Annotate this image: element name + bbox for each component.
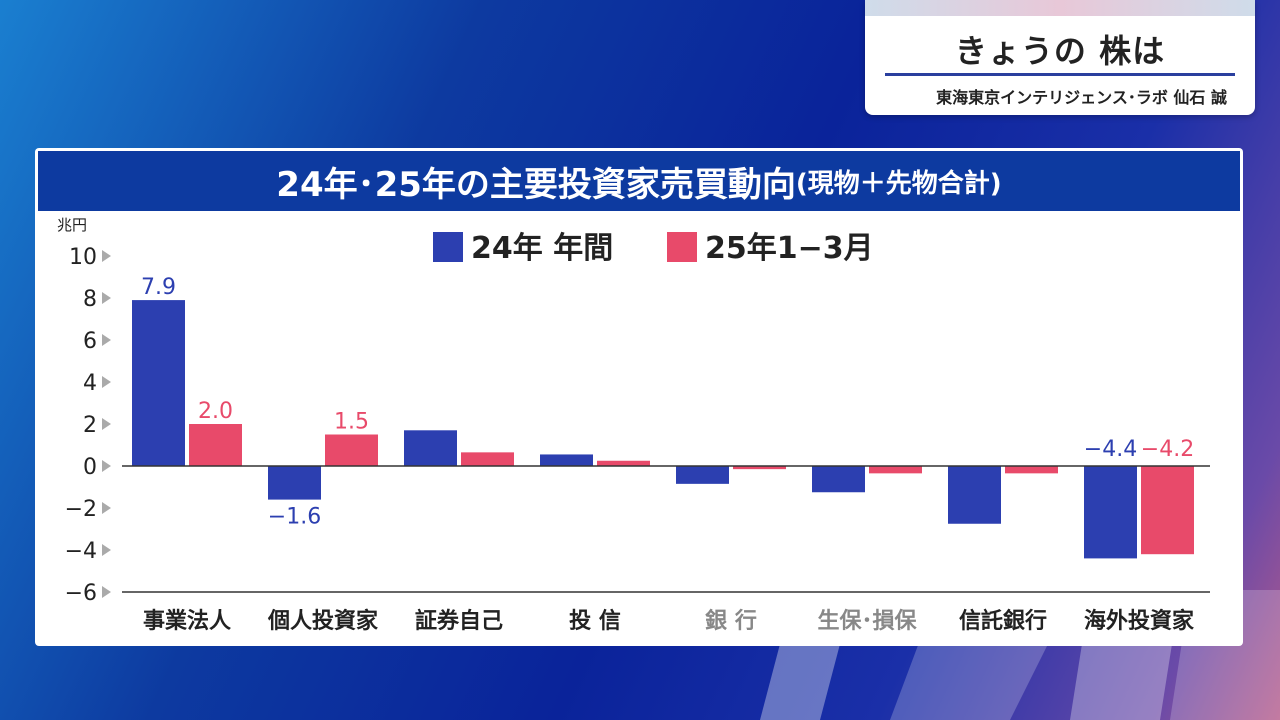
- y-tick-label: −4: [65, 539, 97, 564]
- data-label: 2.0: [198, 399, 233, 424]
- y-tick-marker: [102, 292, 111, 304]
- legend: 24年 年間 25年1−3月: [433, 231, 874, 266]
- data-label: 7.9: [141, 275, 176, 300]
- category-label: 投 信: [569, 608, 621, 634]
- legend-swatch-1: [667, 232, 697, 262]
- legend-label-1: 25年1−3月: [705, 231, 874, 266]
- data-labels: 7.9 2.0 −1.6 1.5 −4.4 −4.2: [141, 275, 1194, 529]
- y-unit-label: 兆円: [57, 216, 87, 234]
- segment-title-card: きょうの 株は 東海東京インテリジェンス･ラボ 仙石 誠: [865, 0, 1255, 115]
- card-rule: [885, 73, 1235, 76]
- category-label: 信託銀行: [959, 608, 1047, 634]
- chart-title: 24年･25年の主要投資家売買動向: [276, 164, 796, 205]
- y-tick-label: −6: [65, 581, 97, 606]
- category-label: 事業法人: [143, 608, 231, 634]
- chart-title-note: (現物＋先物合計): [795, 168, 1002, 199]
- data-label: −4.2: [1141, 437, 1194, 462]
- commentator-credit: 東海東京インテリジェンス･ラボ 仙石 誠: [936, 88, 1227, 107]
- y-tick-marker: [102, 460, 111, 472]
- y-tick-label: −2: [65, 497, 97, 522]
- y-tick-marker: [102, 502, 111, 514]
- bar-1-2: [461, 452, 514, 466]
- bar-1-0: [189, 424, 242, 466]
- category-labels: 事業法人 個人投資家 証券自己 投 信 銀 行 生保･損保 信託銀行 海外投資家: [143, 608, 1195, 634]
- bar-0-1: [268, 466, 321, 500]
- y-axis: 10 8 6 4 2 0 −2 −4 −6: [65, 245, 111, 606]
- bar-1-7: [1141, 466, 1194, 555]
- bar-1-6: [1005, 466, 1058, 474]
- bar-1-5: [869, 466, 922, 474]
- segment-title: きょうの 株は: [954, 32, 1166, 70]
- y-tick-label: 0: [83, 455, 97, 480]
- y-tick-label: 4: [83, 371, 97, 396]
- bar-chart: 兆円 24年 年間 25年1−3月 10 8 6 4 2 0 −2 −4 −6 7.9 2.0 −1.…: [57, 216, 1210, 634]
- data-label: −1.6: [268, 505, 321, 530]
- y-tick-marker: [102, 250, 111, 262]
- bar-0-3: [540, 454, 593, 466]
- y-tick-marker: [102, 376, 111, 388]
- bar-0-6: [948, 466, 1001, 524]
- bar-1-1: [325, 434, 378, 466]
- bars: [132, 300, 1194, 559]
- bar-1-4: [733, 466, 786, 470]
- legend-label-0: 24年 年間: [471, 231, 613, 266]
- card-stripe: [865, 0, 1255, 16]
- data-label: 1.5: [334, 410, 369, 435]
- data-label: −4.4: [1084, 437, 1137, 462]
- category-label: 海外投資家: [1084, 608, 1195, 634]
- category-label: 銀 行: [705, 608, 757, 634]
- bar-0-4: [676, 466, 729, 484]
- bar-0-7: [1084, 466, 1137, 559]
- bar-0-5: [812, 466, 865, 493]
- chart-panel: 24年･25年の主要投資家売買動向 (現物＋先物合計) 兆円 24年 年間 25年1…: [35, 148, 1243, 646]
- y-tick-label: 6: [83, 329, 97, 354]
- category-label: 生保･損保: [817, 609, 917, 634]
- category-label: 証券自己: [415, 608, 503, 634]
- y-tick-label: 2: [83, 413, 97, 438]
- bar-1-3: [597, 460, 650, 466]
- y-tick-marker: [102, 334, 111, 346]
- category-label: 個人投資家: [267, 608, 379, 634]
- y-tick-marker: [102, 418, 111, 430]
- y-tick-marker: [102, 586, 111, 598]
- chart-title-bar: 24年･25年の主要投資家売買動向 (現物＋先物合計): [38, 151, 1240, 211]
- y-tick-label: 8: [83, 287, 97, 312]
- bar-0-2: [404, 430, 457, 466]
- legend-swatch-0: [433, 232, 463, 262]
- y-tick-label: 10: [69, 245, 97, 270]
- bar-0-0: [132, 300, 185, 466]
- y-tick-marker: [102, 544, 111, 556]
